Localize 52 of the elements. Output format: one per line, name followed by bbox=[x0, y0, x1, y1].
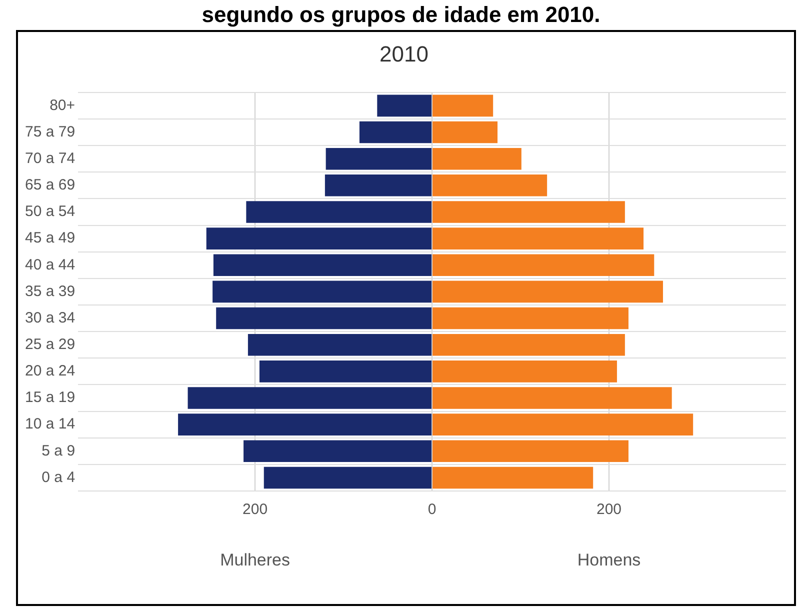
y-tick-label: 40 a 44 bbox=[25, 256, 76, 274]
bar bbox=[178, 414, 432, 436]
bar bbox=[188, 387, 432, 409]
bar bbox=[432, 280, 663, 303]
bar bbox=[432, 466, 594, 489]
bar bbox=[432, 121, 498, 144]
x-tick-label: 200 bbox=[242, 501, 268, 518]
x-tick-label: 200 bbox=[596, 501, 622, 518]
text: Mulheres bbox=[220, 550, 290, 570]
y-tick-label: 15 a 19 bbox=[25, 389, 76, 406]
bar bbox=[244, 440, 432, 462]
y-tick-label: 10 a 14 bbox=[25, 416, 76, 433]
y-tick-label: 25 a 29 bbox=[25, 336, 76, 353]
y-tick-label: 80+ bbox=[50, 96, 76, 114]
bar bbox=[432, 360, 617, 382]
y-tick-label: 30 a 34 bbox=[25, 309, 76, 326]
y-tick-label: 70 a 74 bbox=[25, 150, 76, 167]
y-tick-label: 65 a 69 bbox=[25, 176, 76, 194]
x-tick-label: 0 bbox=[428, 501, 436, 518]
bar bbox=[216, 307, 432, 330]
y-tick-label: 45 a 49 bbox=[25, 230, 76, 247]
y-tick-label: 20 a 24 bbox=[25, 362, 76, 380]
bar bbox=[432, 307, 628, 330]
bar bbox=[259, 360, 432, 382]
bar bbox=[264, 466, 432, 489]
y-tick-label: 0 a 4 bbox=[42, 468, 76, 486]
bar bbox=[432, 148, 522, 170]
bar bbox=[432, 254, 654, 276]
bar bbox=[432, 201, 625, 223]
y-tick-label: 35 a 39 bbox=[25, 282, 76, 300]
bar bbox=[212, 280, 432, 303]
bar bbox=[248, 334, 432, 356]
bar bbox=[377, 94, 432, 117]
bar bbox=[432, 334, 625, 356]
bar bbox=[326, 148, 432, 170]
y-tick-label: 75 a 79 bbox=[25, 123, 76, 140]
chart-subtitle: 2010 bbox=[380, 41, 428, 66]
bar bbox=[213, 254, 432, 276]
bar bbox=[246, 201, 432, 223]
text: Homens bbox=[577, 550, 641, 570]
bar bbox=[432, 174, 548, 196]
y-tick-label: 5 a 9 bbox=[42, 442, 76, 460]
bar bbox=[324, 174, 432, 196]
bar bbox=[432, 440, 628, 462]
bar bbox=[432, 414, 694, 436]
bar bbox=[432, 94, 494, 117]
y-tick-label: 50 a 54 bbox=[25, 203, 76, 220]
bar bbox=[206, 228, 432, 250]
bar bbox=[359, 121, 432, 144]
chart-title: segundo os grupos de idade em 2010. bbox=[200, 1, 602, 29]
bar bbox=[432, 387, 672, 409]
bar bbox=[432, 228, 644, 250]
